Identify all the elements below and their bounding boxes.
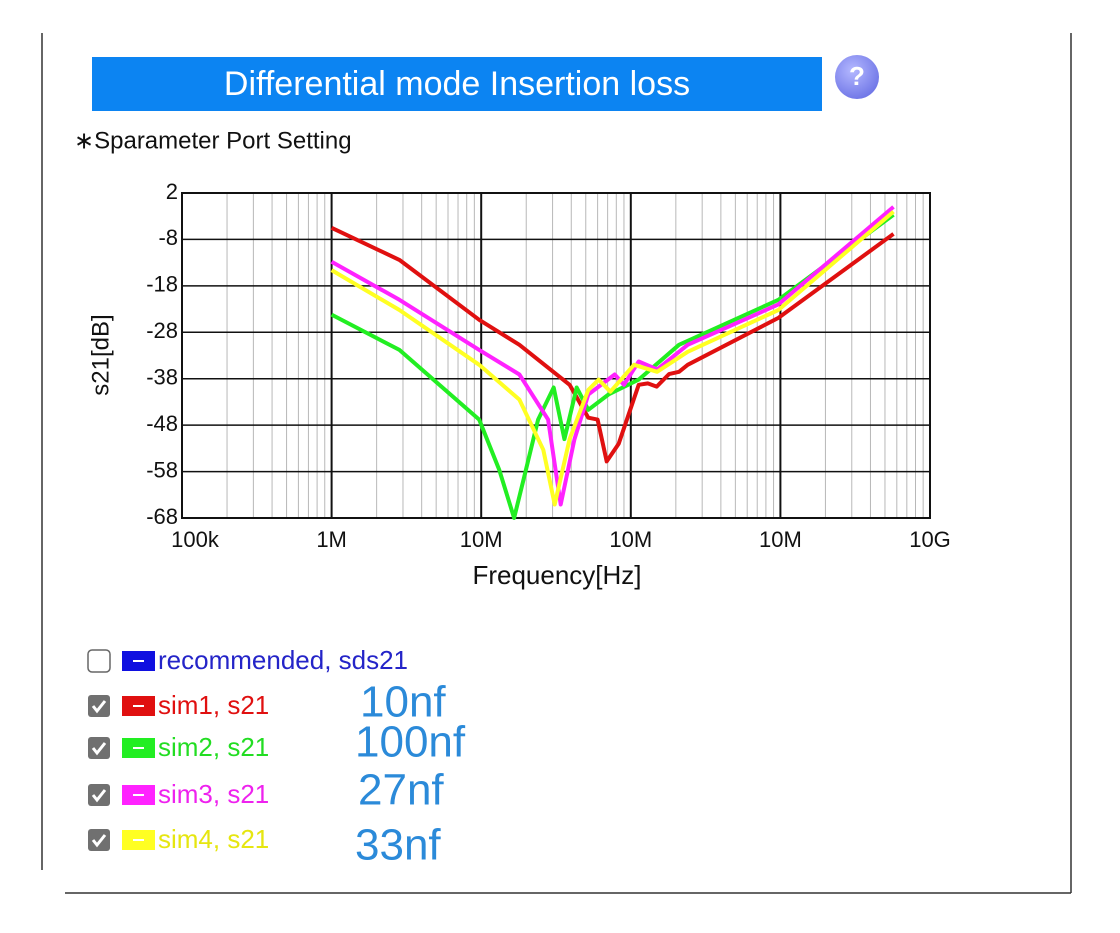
annotation: 10nf <box>360 678 446 727</box>
annotation: 27nf <box>358 766 444 815</box>
y-tick-label: -48 <box>146 411 178 436</box>
help-label[interactable]: ? <box>849 61 865 91</box>
legend-label: sim3, s21 <box>158 779 269 809</box>
y-tick-label: -18 <box>146 272 178 297</box>
x-tick-label: 10M <box>759 527 802 552</box>
x-tick-label: 1M <box>316 527 347 552</box>
checkbox-checked[interactable] <box>88 695 110 717</box>
x-tick-label: 10G <box>909 527 951 552</box>
series-line <box>330 210 895 507</box>
plot-frame <box>181 192 931 519</box>
y-tick-label: -38 <box>146 365 178 390</box>
annotation: 33nf <box>355 821 441 870</box>
x-axis-label: Frequency[Hz] <box>472 560 641 590</box>
y-tick-label: -8 <box>158 225 178 250</box>
series-line <box>330 205 895 507</box>
series-line <box>330 213 895 520</box>
legend-item[interactable]: sim1, s21 <box>88 690 269 720</box>
legend-label: sim4, s21 <box>158 824 269 854</box>
x-tick-label: 100k <box>171 527 220 552</box>
x-tick-label: 10M <box>460 527 503 552</box>
check-icon[interactable] <box>91 742 107 756</box>
x-tick-label: 10M <box>609 527 652 552</box>
checkbox-checked[interactable] <box>88 784 110 806</box>
y-tick-label: 2 <box>166 179 178 204</box>
legend-item[interactable]: sim3, s21 <box>88 779 269 809</box>
legend-label: recommended, sds21 <box>158 645 408 675</box>
checkbox-checked[interactable] <box>88 829 110 851</box>
title-bar <box>92 57 822 111</box>
help-button[interactable]: ? <box>835 55 879 99</box>
check-icon[interactable] <box>91 700 107 714</box>
chart-title: Differential mode Insertion loss <box>224 65 690 103</box>
legend-item[interactable]: sim2, s21 <box>88 732 269 762</box>
help-icon[interactable] <box>835 55 879 99</box>
checkbox-checked[interactable] <box>88 737 110 759</box>
y-tick-label: -68 <box>146 504 178 529</box>
checkbox[interactable] <box>87 649 111 673</box>
check-icon[interactable] <box>91 789 107 803</box>
subtitle: ∗Sparameter Port Setting <box>74 127 352 154</box>
y-axis-label: s21[dB] <box>87 314 114 395</box>
series-line <box>330 225 895 464</box>
legend-label: sim1, s21 <box>158 690 269 720</box>
legend-item[interactable]: recommended, sds21 <box>87 645 408 675</box>
legend-item[interactable]: sim4, s21 <box>88 824 269 854</box>
annotation: 100nf <box>355 718 466 767</box>
y-tick-label: -28 <box>146 318 178 343</box>
legend-label: sim2, s21 <box>158 732 269 762</box>
y-tick-label: -58 <box>146 457 178 482</box>
check-icon[interactable] <box>91 834 107 848</box>
